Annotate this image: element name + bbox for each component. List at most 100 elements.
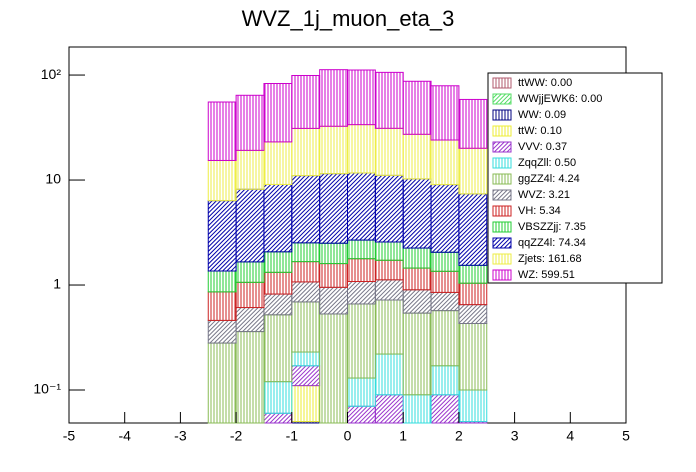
histogram-bar — [458, 147, 488, 195]
histogram-bar — [347, 281, 376, 305]
histogram-bar — [374, 299, 404, 355]
histogram-bar — [347, 172, 376, 241]
histogram-bar — [430, 394, 460, 424]
histogram-bar — [207, 291, 237, 321]
histogram-bar — [402, 247, 432, 269]
histogram-bar — [430, 85, 460, 141]
histogram-bar — [207, 159, 237, 202]
histogram-bar — [458, 193, 488, 266]
histogram-bar — [402, 394, 432, 424]
histogram-bar — [347, 69, 376, 126]
histogram-bar — [458, 98, 488, 149]
histogram-bar — [402, 289, 432, 314]
y-tick-label: 10² — [41, 66, 62, 82]
y-tick-label: 10⁻¹ — [33, 381, 61, 397]
legend-swatch — [492, 109, 512, 121]
histogram-bar — [374, 353, 404, 396]
x-tick-label: 0 — [344, 428, 352, 444]
histogram-bar — [263, 271, 293, 295]
histogram-bar — [374, 71, 404, 129]
legend-swatch — [492, 125, 512, 137]
histogram-bar — [402, 178, 432, 249]
histogram-bar — [291, 175, 321, 244]
histogram-bar — [374, 127, 404, 176]
histogram-bar — [458, 304, 488, 325]
histogram-bar — [430, 291, 460, 312]
histogram-bar — [458, 282, 488, 306]
histogram-bar — [207, 200, 237, 272]
y-tick-label: 10 — [45, 171, 61, 187]
legend-swatch — [492, 141, 512, 153]
histogram-bar — [374, 279, 404, 301]
legend-text: ttW: 0.10 — [518, 125, 562, 137]
histogram-bar — [319, 313, 348, 424]
histogram-bar — [430, 139, 460, 186]
histogram-bar — [319, 125, 348, 175]
histogram-bar — [402, 80, 432, 135]
histogram-bar — [347, 239, 376, 260]
legend-swatch — [492, 157, 512, 169]
legend-swatch — [492, 221, 512, 233]
legend-text: WZ: 599.51 — [518, 269, 575, 281]
histogram-bar — [402, 267, 432, 291]
histogram-bar — [458, 264, 488, 284]
histogram-bar — [263, 251, 293, 273]
histogram-bar — [291, 301, 321, 353]
histogram-bar — [430, 270, 460, 293]
histogram-bar — [291, 365, 321, 387]
legend-text: ggZZ4l: 4.24 — [518, 173, 580, 185]
legend-text: VVV: 0.37 — [518, 141, 567, 153]
legend-swatch — [492, 189, 512, 201]
histogram-bar — [319, 173, 348, 244]
histogram-bar — [207, 342, 237, 424]
chart-title: WVZ_1j_muon_eta_3 — [242, 6, 455, 31]
histogram-bar — [458, 389, 488, 423]
x-tick-label: 4 — [566, 428, 574, 444]
legend-swatch — [492, 237, 512, 249]
legend-text: Zjets: 161.68 — [518, 253, 582, 265]
histogram-bar — [402, 133, 432, 180]
legend-swatch — [492, 253, 512, 265]
histogram-bar — [235, 188, 265, 263]
histogram-bar — [263, 83, 293, 143]
legend-swatch — [492, 173, 512, 185]
x-tick-label: 5 — [622, 428, 630, 444]
x-tick-label: -2 — [230, 428, 243, 444]
histogram-bar — [263, 183, 293, 253]
legend-swatch — [492, 205, 512, 217]
histogram-bar — [263, 314, 293, 383]
histogram-bar — [374, 259, 404, 281]
histogram-bar — [207, 101, 237, 161]
histogram-bar — [347, 124, 376, 174]
histogram-bar — [374, 394, 404, 424]
x-tick-label: -1 — [286, 428, 299, 444]
legend-text: ttWW: 0.00 — [518, 77, 572, 89]
histogram-bar — [430, 310, 460, 367]
histogram-bar — [402, 312, 432, 396]
legend-box — [487, 72, 663, 284]
legend-text: WWjjEWK6: 0.00 — [518, 93, 602, 105]
histogram-bar — [235, 261, 265, 283]
x-tick-label: 3 — [511, 428, 519, 444]
x-tick-label: -4 — [118, 428, 131, 444]
histogram-bar — [263, 381, 293, 414]
histogram-bar — [347, 303, 376, 379]
histogram-bar — [430, 184, 460, 253]
legend-swatch — [492, 93, 512, 105]
histogram-bar — [235, 149, 265, 190]
legend-text: qqZZ4l: 74.34 — [518, 237, 586, 249]
histogram-bar — [207, 270, 237, 293]
histogram-bar — [235, 331, 265, 424]
x-tick-label: -3 — [174, 428, 187, 444]
histogram-bar — [430, 251, 460, 272]
histogram-bar — [291, 385, 321, 423]
histogram-bar — [319, 242, 348, 265]
x-tick-label: 2 — [455, 428, 463, 444]
legend-text: WVZ: 3.21 — [518, 189, 570, 201]
histogram-bar — [374, 241, 404, 261]
legend-text: VBSZZjj: 7.35 — [518, 221, 586, 233]
histogram-bar — [235, 94, 265, 151]
histogram-bar — [319, 69, 348, 127]
histogram-bar — [263, 293, 293, 316]
